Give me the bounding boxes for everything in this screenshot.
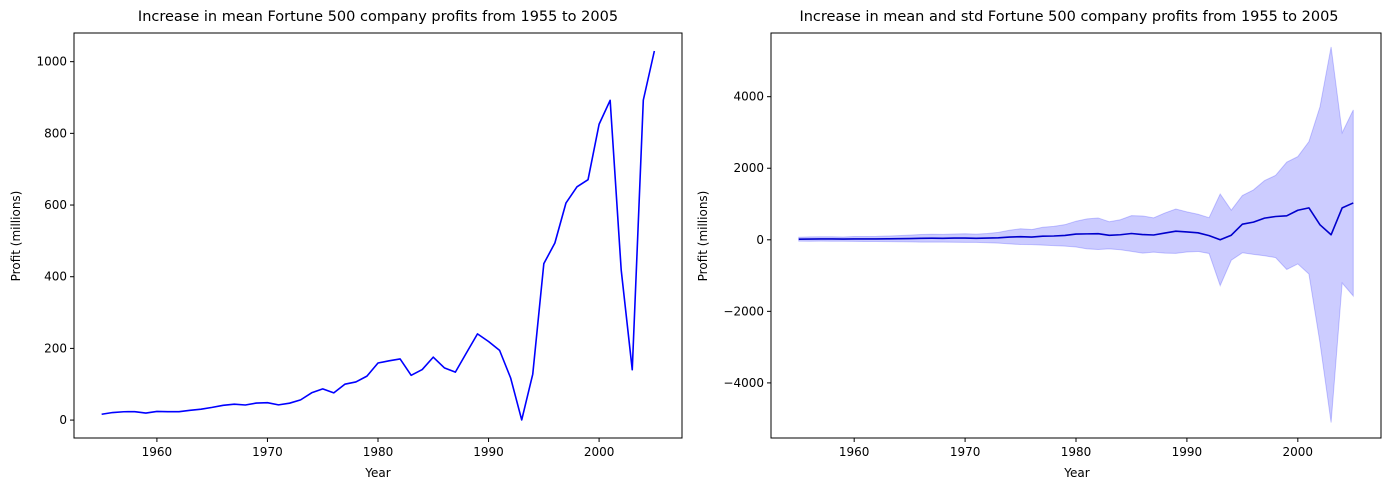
- left-chart-axes-frame: [73, 32, 683, 439]
- right-chart-ylabel: Profit (millions): [696, 191, 710, 282]
- left-chart-ytick-label: 0: [59, 413, 67, 427]
- right-chart-ytick-label: 2000: [733, 161, 764, 175]
- right-chart-ytick-label: 4000: [733, 90, 764, 104]
- right-chart-ytick-label: 0: [756, 233, 764, 247]
- left-chart-ytick-label: 600: [44, 198, 67, 212]
- left-chart-xtick-label: 1970: [252, 445, 283, 459]
- left-chart-xlabel: Year: [364, 466, 390, 480]
- left-chart: Increase in mean Fortune 500 company pro…: [9, 9, 683, 480]
- left-chart-xtick-label: 1980: [363, 445, 394, 459]
- left-chart-ytick-label: 800: [44, 126, 67, 140]
- left-chart-xtick-label: 1990: [473, 445, 504, 459]
- right-chart-axes-frame: [770, 32, 1382, 439]
- left-chart-ytick-label: 1000: [36, 55, 67, 69]
- right-chart-ytick-label: −4000: [723, 376, 764, 390]
- right-chart: Increase in mean and std Fortune 500 com…: [696, 9, 1382, 480]
- right-chart-xtick-label: 1990: [1172, 445, 1203, 459]
- right-chart-title: Increase in mean and std Fortune 500 com…: [799, 9, 1338, 25]
- left-chart-xtick-label: 1960: [142, 445, 173, 459]
- right-chart-xtick-label: 1980: [1061, 445, 1092, 459]
- right-chart-xtick-label: 2000: [1283, 445, 1314, 459]
- right-chart-mean-line: [798, 202, 1354, 241]
- right-chart-ytick-label: −2000: [723, 304, 764, 318]
- right-chart-xtick-label: 1960: [839, 445, 870, 459]
- left-chart-ytick-label: 400: [44, 270, 67, 284]
- right-chart-xtick-label: 1970: [950, 445, 981, 459]
- left-chart-title: Increase in mean Fortune 500 company pro…: [138, 9, 618, 25]
- left-chart-ylabel: Profit (millions): [9, 191, 23, 282]
- left-chart-mean-line: [101, 50, 656, 421]
- left-chart-ytick-label: 200: [44, 341, 67, 355]
- right-chart-xlabel: Year: [1063, 466, 1089, 480]
- left-chart-xtick-label: 2000: [584, 445, 615, 459]
